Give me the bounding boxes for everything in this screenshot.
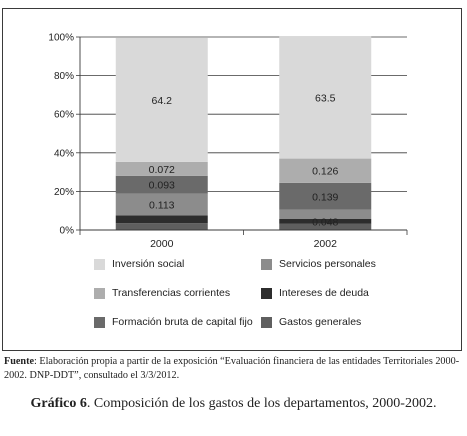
legend-item: Servicios personales [261,258,376,270]
chart-frame [2,8,462,351]
legend-item: Transferencias corrientes [94,287,230,299]
caption-text: . Composición de los gastos de los depar… [86,396,437,411]
bar-segment [279,218,372,224]
bar-segment [279,158,372,183]
figure-caption: Gráfico 6. Composición de los gastos de … [0,394,467,414]
y-tick-label: 40% [54,148,74,159]
caption-label: Gráfico 6 [30,396,87,411]
y-tick-label: 0% [60,226,75,237]
source-text: : Elaboración propia a partir de la expo… [4,356,460,381]
bar-segment [115,161,208,176]
bar-segment [115,215,208,224]
legend-swatch [94,258,105,270]
legend-label: Gastos generales [279,316,362,328]
source-note: Fuente: Elaboración propia a partir de l… [4,355,462,383]
legend-swatch [261,316,272,328]
legend-swatch [94,287,105,299]
data-label: 0.048 [312,216,338,228]
bar-segment [279,223,372,230]
bar-segment [115,193,208,216]
bar-segment [115,223,208,230]
legend-label: Intereses de deuda [279,287,369,299]
bar-segment [279,36,372,159]
bar-segment [115,37,208,162]
data-label: 0.139 [312,191,338,203]
y-tick-label: 60% [54,110,74,121]
y-tick-label: 20% [54,187,74,198]
stacked-bar-chart: 0.113 0.093 0.072 64.2 0.048 0.139 0.126 63.5 0… [48,33,408,250]
data-label: 63.5 [315,92,336,104]
source-label: Fuente [4,356,34,367]
legend-label: Inversión social [112,258,185,270]
legend-swatch [261,258,272,270]
bar-segment [115,175,208,194]
legend-label: Servicios personales [279,258,376,270]
data-label: 0.126 [312,166,338,178]
legend-swatch [261,287,272,299]
data-label: 0.113 [149,200,175,212]
legend-item: Formación bruta de capital fijo [94,316,253,328]
data-label: 0.072 [149,164,175,176]
y-tick-label: 100% [48,33,74,44]
legend-label: Formación bruta de capital fijo [112,316,253,328]
legend-item: Intereses de deuda [261,287,369,299]
x-tick-label: 2002 [314,238,338,250]
x-tick-label: 2000 [150,238,174,250]
data-label: 64.2 [152,95,173,107]
bar-segment [279,182,372,210]
legend-label: Transferencias corrientes [112,287,231,299]
legend-item: Inversión social [94,258,184,270]
legend-item: Gastos generales [261,316,361,328]
bar-segment [279,209,372,219]
y-tick-label: 80% [54,71,74,82]
data-label: 0.093 [149,180,175,192]
legend-swatch [94,316,105,328]
